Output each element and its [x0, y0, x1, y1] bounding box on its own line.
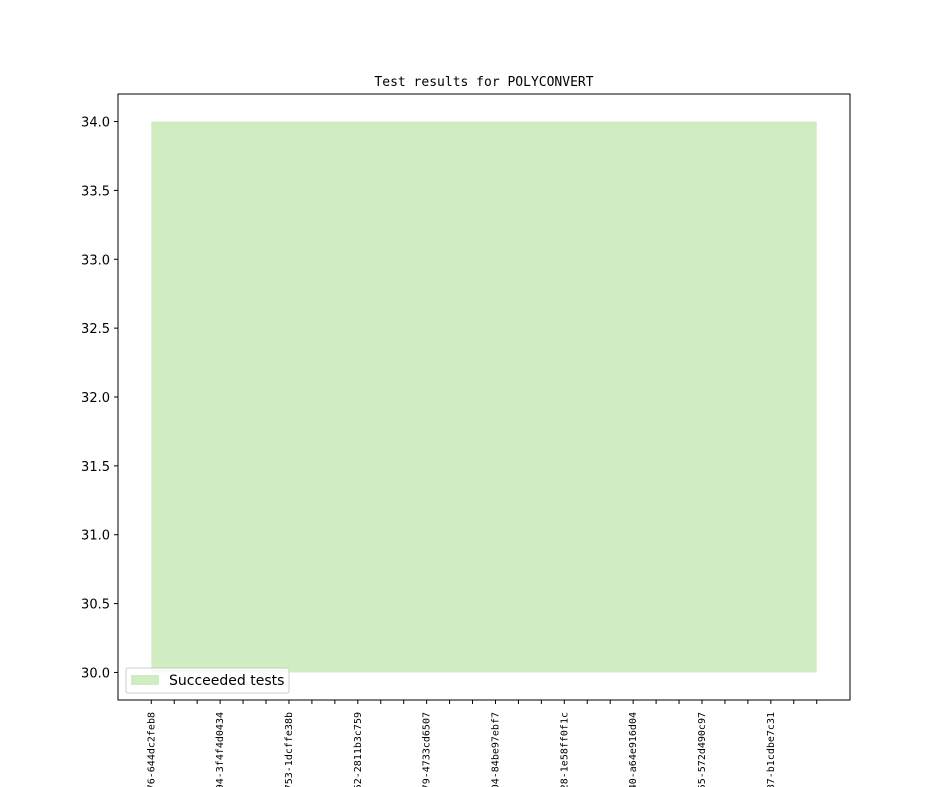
area: [151, 121, 817, 673]
chart-title: Test results for POLYCONVERT: [374, 75, 593, 90]
y-tick-label: 31.0: [81, 529, 110, 544]
legend-label: Succeeded tests: [169, 673, 284, 689]
legend-frame: [125, 667, 290, 694]
y-tick-label: 33.0: [81, 253, 110, 268]
x-tick-label: 55-572d490c97: [697, 712, 708, 787]
y-tick-label: 32.0: [81, 391, 110, 406]
x-tick-label: 87-b1cdbe7c31: [766, 712, 777, 787]
legend-swatch: [131, 675, 159, 685]
x-tick-label: 52-2811b3c759: [353, 712, 364, 787]
y-tick-label: 34.0: [81, 116, 110, 131]
y-tick-label: 31.5: [81, 460, 110, 475]
y-tick-label: 30.5: [81, 598, 110, 613]
legend: Succeeded tests: [125, 667, 290, 694]
x-tick-label: 79-4733cd6507: [422, 712, 433, 787]
y-tick-label: 32.5: [81, 322, 110, 337]
x-tick-label: 753-1dcffe38b: [284, 712, 295, 787]
y-tick-label: 33.5: [81, 184, 110, 199]
x-tick-label: 76-644dc2feb8: [146, 712, 157, 787]
x-tick-label: 828-1e58ff0f1c: [559, 712, 570, 787]
y-tick-label: 30.0: [81, 666, 110, 681]
x-tick-label: 40-a64e916d04: [628, 712, 639, 787]
x-tick-label: 594-3f4f4d0434: [215, 712, 226, 787]
x-tick-label: 04-84be97ebf7: [490, 712, 501, 787]
